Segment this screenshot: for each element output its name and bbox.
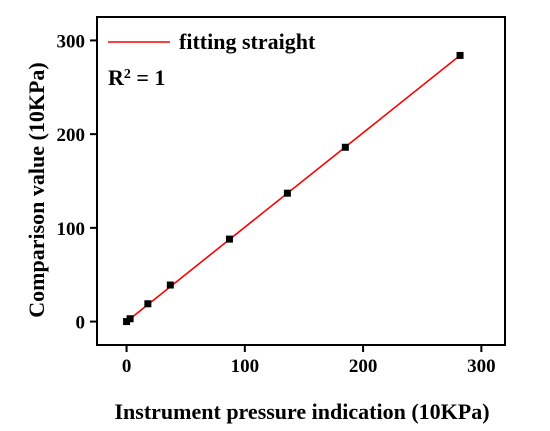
series-layer	[123, 51, 464, 326]
y-tick-label: 0	[76, 313, 86, 334]
data-point	[166, 281, 174, 289]
data-point	[225, 235, 233, 243]
data-point	[123, 318, 131, 326]
fitting-line	[126, 54, 461, 323]
x-axis-label: Instrument pressure indication (10KPa)	[114, 399, 489, 424]
data-point	[341, 143, 349, 151]
legend-layer: fitting straight	[108, 29, 316, 54]
data-point	[126, 315, 134, 323]
y-axis-label: Comparison value (10KPa)	[24, 62, 49, 317]
r-squared-prefix: R	[108, 65, 125, 90]
plot-frame-layer	[96, 16, 506, 346]
y-tick-label: 300	[57, 31, 86, 52]
data-point	[456, 51, 464, 59]
r-squared-exponent: 2	[124, 67, 131, 82]
legend-label: fitting straight	[179, 29, 316, 54]
ticks-layer: 0 100 200 300 0 100 200 300	[57, 31, 496, 377]
x-tick-label: 0	[122, 356, 132, 377]
x-tick-label: 100	[231, 356, 260, 377]
plot-frame	[96, 16, 506, 346]
x-tick-label: 200	[349, 356, 378, 377]
data-point	[283, 189, 291, 197]
x-tick-label: 300	[467, 356, 496, 377]
r-squared-value: = 1	[131, 65, 166, 90]
data-point	[144, 300, 152, 308]
y-tick-label: 100	[57, 219, 86, 240]
y-tick-label: 200	[57, 125, 86, 146]
r-squared-annotation: R2 = 1	[108, 65, 165, 90]
